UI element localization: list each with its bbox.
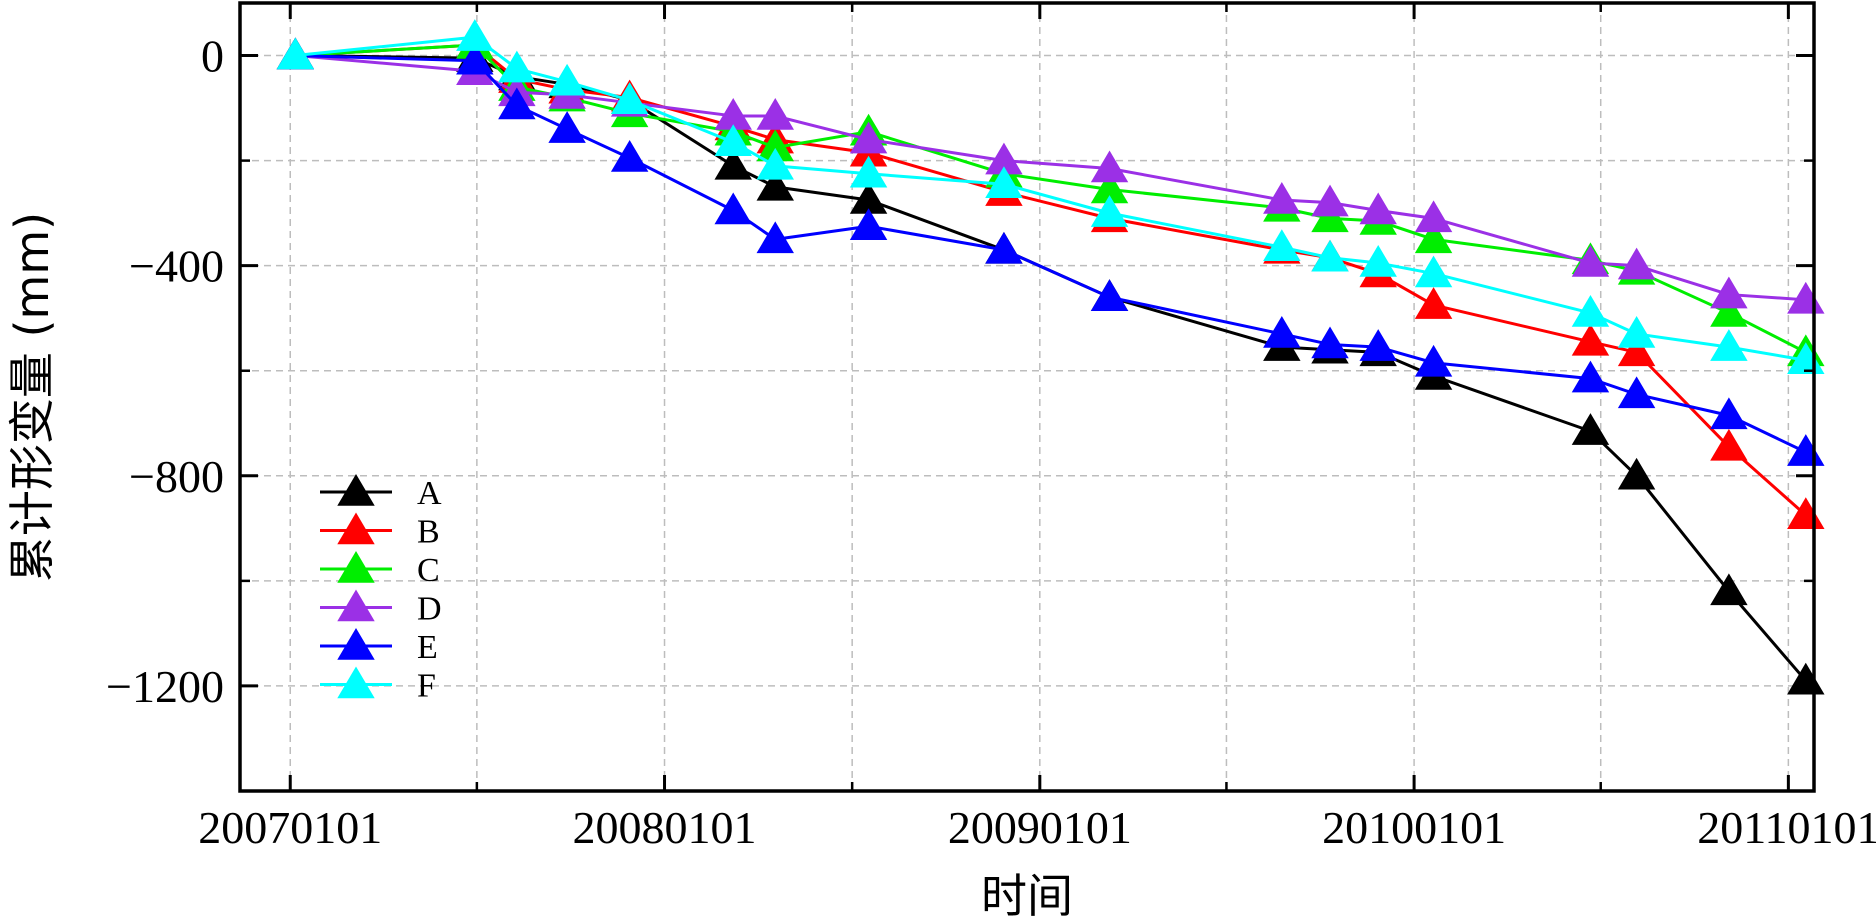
data-point-F (849, 155, 888, 188)
data-point-E (1571, 360, 1610, 393)
data-point-E (985, 231, 1023, 264)
legend-label-E: E (417, 629, 438, 666)
data-point-F (1359, 245, 1397, 277)
x-tick-label: 20110101 (1697, 802, 1876, 853)
data-point-F (714, 124, 752, 156)
data-point-D (756, 97, 794, 130)
data-point-D (849, 121, 888, 154)
legend-item-F: F (320, 666, 436, 705)
data-point-E (548, 111, 586, 143)
legend-label-D: D (417, 591, 442, 628)
data-point-D (1617, 247, 1656, 280)
legend-marker-D (337, 589, 375, 622)
data-point-E (1359, 329, 1397, 361)
data-point-D (1263, 182, 1301, 214)
data-point-A (714, 147, 752, 180)
legend-item-C: C (320, 551, 440, 589)
plot-frame (238, 1, 1816, 793)
legend-item-E: E (320, 628, 438, 666)
data-point-D (1414, 200, 1453, 233)
data-point-E (498, 87, 536, 120)
data-point-F (610, 82, 649, 114)
legend-item-D: D (320, 589, 442, 628)
y-axis-title: 累计形变量 (mm) (5, 212, 59, 582)
tick-labels: 20070101 20080101 20090101 20100101 20110101… (106, 31, 1876, 853)
data-point-B (1414, 287, 1453, 319)
legend-item-B: B (320, 512, 440, 551)
legend-label-C: C (417, 552, 440, 589)
data-point-F (456, 19, 494, 51)
data-point-E (1263, 315, 1301, 348)
data-point-F (1311, 239, 1349, 272)
legend-label-B: B (417, 514, 440, 551)
data-point-F (548, 63, 586, 96)
data-point-C (1414, 221, 1453, 254)
data-point-E (1090, 279, 1129, 311)
data-point-F (985, 166, 1023, 198)
x-tick-label: 20080101 (573, 802, 757, 853)
data-point-F (498, 50, 536, 83)
y-tick-label: 0 (201, 31, 224, 82)
data-point-A (1571, 413, 1610, 445)
data-point-F (756, 147, 794, 180)
data-point-F (1571, 294, 1610, 327)
data-point-C (1710, 294, 1748, 327)
ticks (240, 3, 1814, 793)
data-point-E (1710, 397, 1748, 430)
data-point-D (1090, 150, 1129, 183)
data-point-E (849, 208, 888, 241)
data-point-D (1311, 184, 1349, 217)
data-point-B (1710, 428, 1748, 461)
data-point-E (456, 42, 494, 75)
y-tick-label: −800 (129, 451, 224, 502)
data-point-F (1617, 315, 1656, 348)
series-E (276, 37, 1825, 466)
data-point-F (1710, 329, 1748, 361)
data-point-A (756, 168, 794, 201)
data-point-F (276, 37, 315, 70)
legend-label-A: A (417, 475, 442, 512)
data-point-F (1263, 229, 1301, 262)
series-layer (276, 19, 1825, 695)
y-tick-label: −1200 (106, 661, 224, 712)
data-point-D (1571, 245, 1610, 277)
x-axis-title: 时间 (981, 869, 1073, 921)
legend-marker-A (337, 474, 375, 506)
series-F (276, 19, 1825, 374)
data-point-E (1414, 344, 1453, 377)
data-point-B (1617, 334, 1656, 367)
data-point-E (1617, 376, 1656, 409)
data-point-F (1414, 255, 1453, 288)
data-point-E (1311, 326, 1349, 359)
legend-marker-C (337, 551, 375, 583)
data-point-F (1090, 195, 1129, 227)
x-tick-label: 20070101 (198, 802, 382, 853)
data-point-A (1710, 573, 1748, 606)
legend-marker-F (337, 666, 375, 699)
y-tick-label: −400 (129, 241, 224, 292)
data-point-A (1617, 457, 1656, 490)
legend-label-F: F (417, 668, 436, 705)
legend-item-A: A (320, 474, 442, 512)
data-point-E (714, 192, 752, 225)
data-point-B (1571, 323, 1610, 356)
data-point-C (1311, 200, 1349, 233)
data-point-E (756, 221, 794, 254)
legend-marker-B (337, 512, 375, 545)
x-tick-label: 20100101 (1322, 802, 1506, 853)
data-point-D (1710, 276, 1748, 309)
legend-marker-E (337, 628, 375, 660)
data-point-D (1359, 192, 1397, 225)
data-point-E (610, 139, 649, 172)
x-tick-label: 20090101 (948, 802, 1132, 853)
